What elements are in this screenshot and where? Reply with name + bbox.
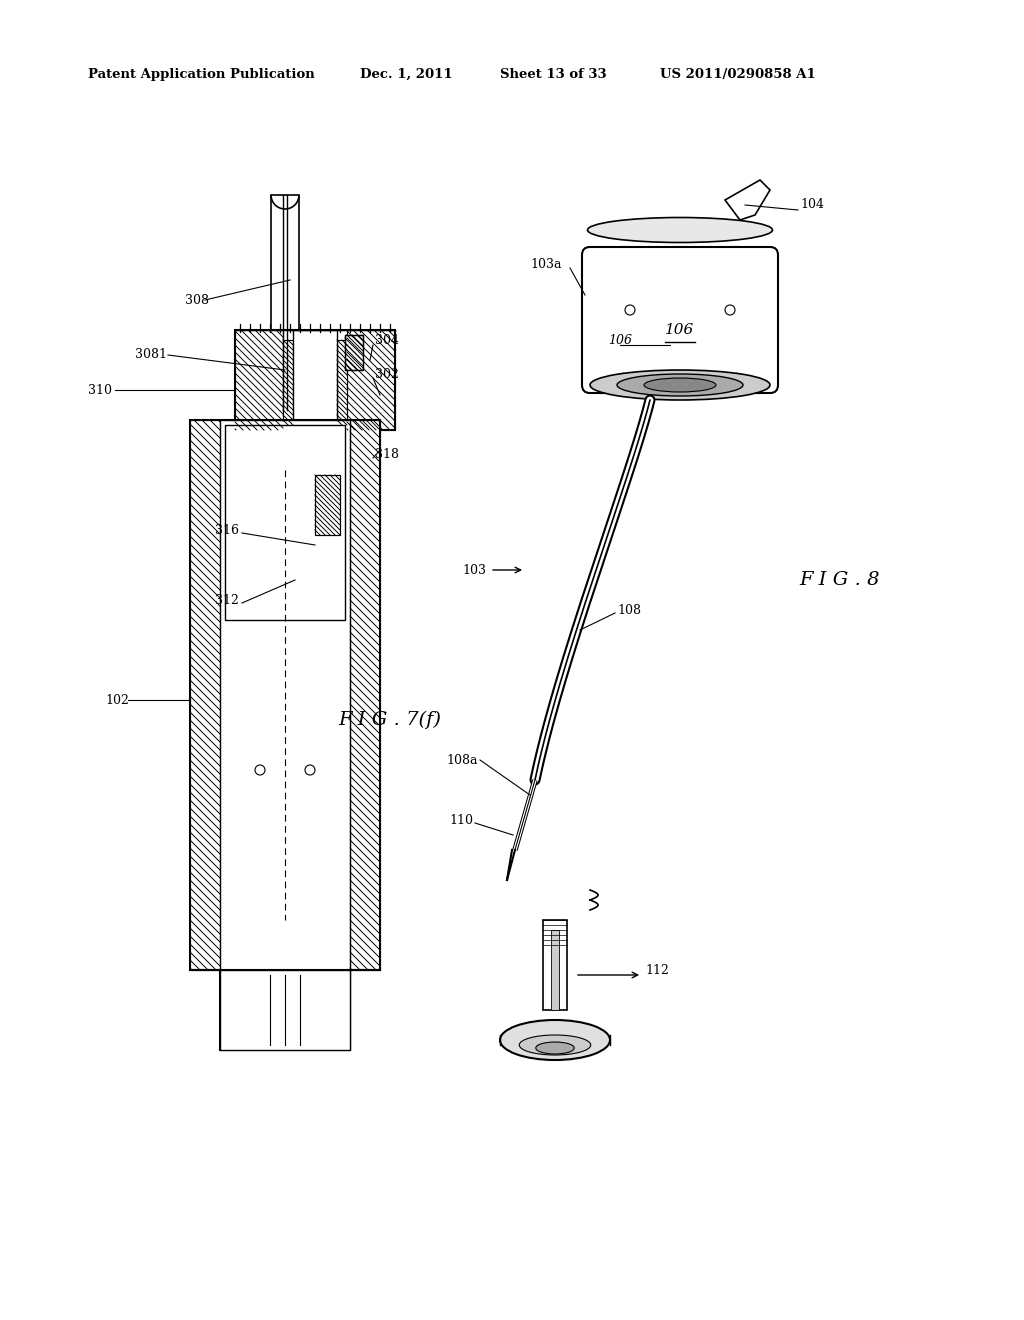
Polygon shape: [225, 425, 345, 620]
Polygon shape: [347, 330, 395, 430]
Text: 108a: 108a: [446, 754, 478, 767]
Text: 103a: 103a: [530, 259, 561, 272]
Polygon shape: [220, 420, 350, 970]
Text: 106: 106: [666, 323, 694, 337]
Polygon shape: [293, 330, 337, 430]
FancyBboxPatch shape: [582, 247, 778, 393]
Ellipse shape: [617, 374, 743, 396]
Text: 302: 302: [375, 368, 399, 381]
Text: 304: 304: [375, 334, 399, 346]
Polygon shape: [345, 335, 362, 370]
Polygon shape: [337, 341, 347, 425]
Text: Dec. 1, 2011: Dec. 1, 2011: [360, 69, 453, 81]
Polygon shape: [350, 420, 380, 970]
Text: F I G . 7(f): F I G . 7(f): [339, 711, 441, 729]
Text: 103: 103: [462, 564, 486, 577]
Text: 112: 112: [645, 964, 669, 977]
Text: F I G . 8: F I G . 8: [800, 572, 881, 589]
Ellipse shape: [519, 1035, 591, 1055]
Text: Sheet 13 of 33: Sheet 13 of 33: [500, 69, 606, 81]
Text: 318: 318: [375, 449, 399, 462]
Text: 316: 316: [215, 524, 239, 536]
Ellipse shape: [644, 378, 716, 392]
Ellipse shape: [536, 1041, 574, 1053]
Text: Patent Application Publication: Patent Application Publication: [88, 69, 314, 81]
Ellipse shape: [500, 1020, 610, 1060]
Polygon shape: [271, 195, 299, 389]
Text: US 2011/0290858 A1: US 2011/0290858 A1: [660, 69, 816, 81]
Polygon shape: [725, 180, 770, 220]
Ellipse shape: [588, 218, 772, 243]
Text: 312: 312: [215, 594, 239, 606]
Text: 3081: 3081: [135, 348, 167, 362]
Text: 104: 104: [800, 198, 824, 211]
Text: 308: 308: [185, 293, 209, 306]
Text: 106: 106: [608, 334, 632, 346]
Text: 102: 102: [105, 693, 129, 706]
Polygon shape: [234, 330, 283, 430]
Polygon shape: [283, 341, 293, 425]
Polygon shape: [543, 920, 567, 1010]
Text: 310: 310: [88, 384, 112, 396]
Polygon shape: [190, 420, 220, 970]
Ellipse shape: [590, 370, 770, 400]
Polygon shape: [220, 970, 350, 1049]
Polygon shape: [315, 475, 340, 535]
Text: 110: 110: [449, 813, 473, 826]
Text: 108: 108: [617, 603, 641, 616]
Polygon shape: [551, 931, 559, 1010]
